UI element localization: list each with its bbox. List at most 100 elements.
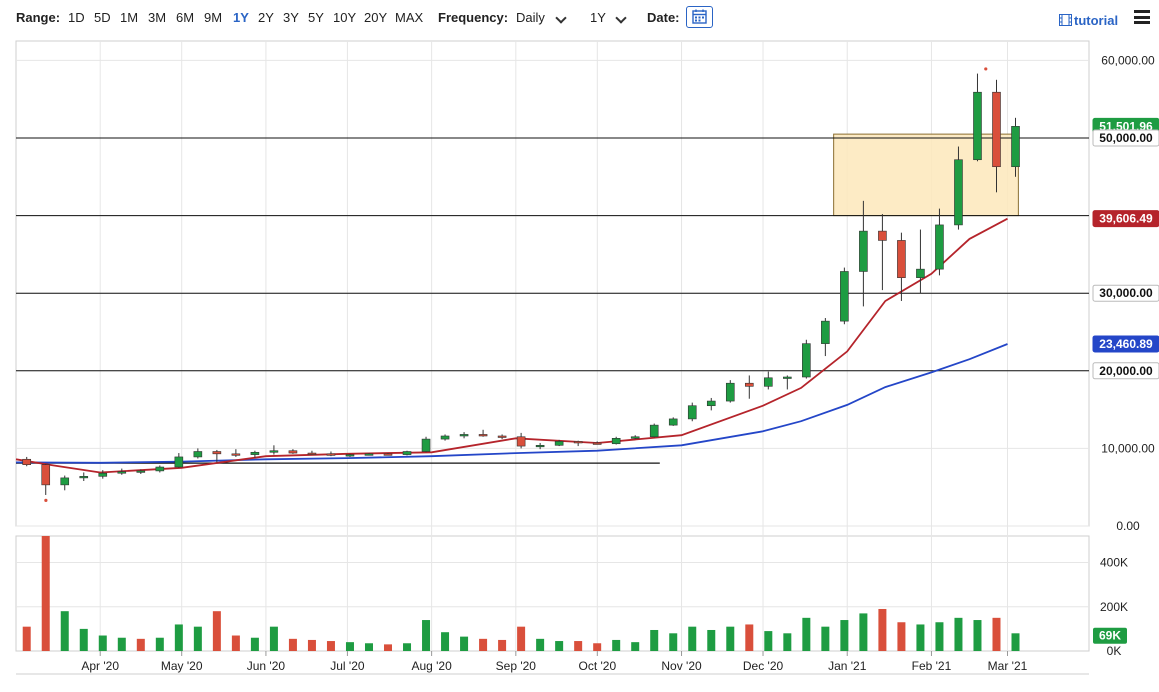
candle-body [897, 240, 906, 278]
frequency-chevron-down-icon[interactable] [555, 12, 567, 24]
range-10y[interactable]: 10Y [333, 10, 357, 25]
volume-axis: 0K 200K 400K [1100, 556, 1128, 658]
candle [878, 214, 887, 291]
volume-bar [536, 638, 545, 651]
volume-bar [98, 635, 107, 651]
candle-body [916, 268, 925, 278]
range-1y[interactable]: 1Y [233, 10, 249, 25]
range-2y[interactable]: 2Y [258, 10, 274, 25]
range-20y[interactable]: 20Y [364, 10, 388, 25]
price-tick-label: 0.00 [1116, 519, 1140, 533]
candle [611, 436, 621, 445]
candle [954, 146, 963, 230]
x-tick-label: Aug '20 [411, 659, 452, 673]
volume-bar [498, 639, 507, 651]
range-5y[interactable]: 5Y [308, 10, 324, 25]
volume-bar [612, 639, 621, 651]
ma-200-line [15, 343, 1008, 464]
range-label: Range: [16, 10, 61, 25]
period-chevron-down-icon[interactable] [615, 12, 627, 24]
volume-bar [973, 620, 982, 651]
candle [345, 453, 355, 457]
volume-bar [117, 637, 126, 651]
volume-bar [441, 632, 450, 651]
range-6m[interactable]: 6M [176, 10, 195, 25]
candle-body [954, 159, 963, 226]
volume-bar [79, 628, 88, 651]
candle-body [878, 230, 887, 241]
candle-body [611, 438, 621, 445]
price-tick-label: 10,000.00 [1101, 441, 1155, 455]
x-tick-label: Feb '21 [912, 659, 952, 673]
range-1m[interactable]: 1M [120, 10, 139, 25]
volume-bar [403, 643, 412, 651]
candle [668, 417, 678, 426]
volume-bar [783, 633, 792, 651]
range-1d[interactable]: 1D [68, 10, 85, 25]
tutorial-link[interactable]: tutorial [1059, 13, 1118, 28]
candle-body [668, 418, 678, 426]
candle [250, 450, 260, 458]
candle [326, 451, 336, 457]
candle [193, 448, 203, 459]
volume-bar [1011, 633, 1020, 651]
calendar-icon [692, 9, 707, 24]
volume-bar [859, 613, 868, 651]
candlesticks[interactable] [22, 73, 1020, 495]
x-tick-label: Apr '20 [81, 659, 119, 673]
candle-body [935, 224, 944, 270]
candle [1011, 117, 1020, 177]
candle-body [649, 424, 659, 438]
chart-grid [16, 41, 1089, 651]
candle [859, 200, 868, 307]
candle [592, 441, 602, 445]
candle [459, 432, 469, 439]
volume-bar [517, 626, 526, 651]
hamburger-menu-icon[interactable] [1134, 10, 1150, 24]
film-icon [1059, 14, 1072, 26]
range-3m[interactable]: 3M [148, 10, 167, 25]
range-3y[interactable]: 3Y [283, 10, 299, 25]
volume-bar [231, 635, 240, 651]
period-select[interactable]: 1Y [590, 10, 606, 25]
volume-bar [174, 624, 183, 651]
volume-bar [384, 644, 393, 651]
volume-bar [840, 620, 849, 651]
candle [573, 440, 583, 447]
candle-body [478, 434, 488, 437]
candle [897, 232, 906, 301]
candle [212, 449, 222, 463]
candle-body [592, 442, 602, 445]
price-tag [1092, 284, 1159, 302]
candle-body [402, 451, 412, 455]
price-tag [1092, 335, 1159, 353]
volume-bar [650, 629, 659, 651]
volume-bar [460, 636, 469, 651]
date-picker-button[interactable] [686, 6, 713, 28]
candle-body [288, 450, 298, 454]
volume-bar [307, 639, 316, 651]
candle-body [821, 320, 830, 344]
candle-body [117, 471, 127, 474]
price-tags: 51,501.9650,000.0039,606.4930,000.0023,4… [1092, 117, 1159, 644]
volume-bar [574, 641, 583, 651]
range-max[interactable]: MAX [395, 10, 424, 25]
volume-bar [764, 631, 773, 651]
frequency-select[interactable]: Daily [516, 10, 545, 25]
candle-body [155, 466, 165, 472]
volume-bar [897, 622, 906, 651]
candle-body [136, 470, 146, 473]
volume-bar [631, 642, 640, 651]
range-5d[interactable]: 5D [94, 10, 111, 25]
candle [136, 469, 146, 475]
candle-body [744, 382, 754, 387]
candle [98, 470, 108, 479]
price-tag-label: 23,460.89 [1099, 337, 1153, 351]
candle-body [973, 91, 982, 161]
candle [935, 208, 944, 276]
range-9m[interactable]: 9M [204, 10, 223, 25]
candle [973, 73, 982, 162]
consolidation-box [833, 133, 1019, 217]
candle-body [212, 451, 222, 455]
candle-body [516, 436, 526, 447]
